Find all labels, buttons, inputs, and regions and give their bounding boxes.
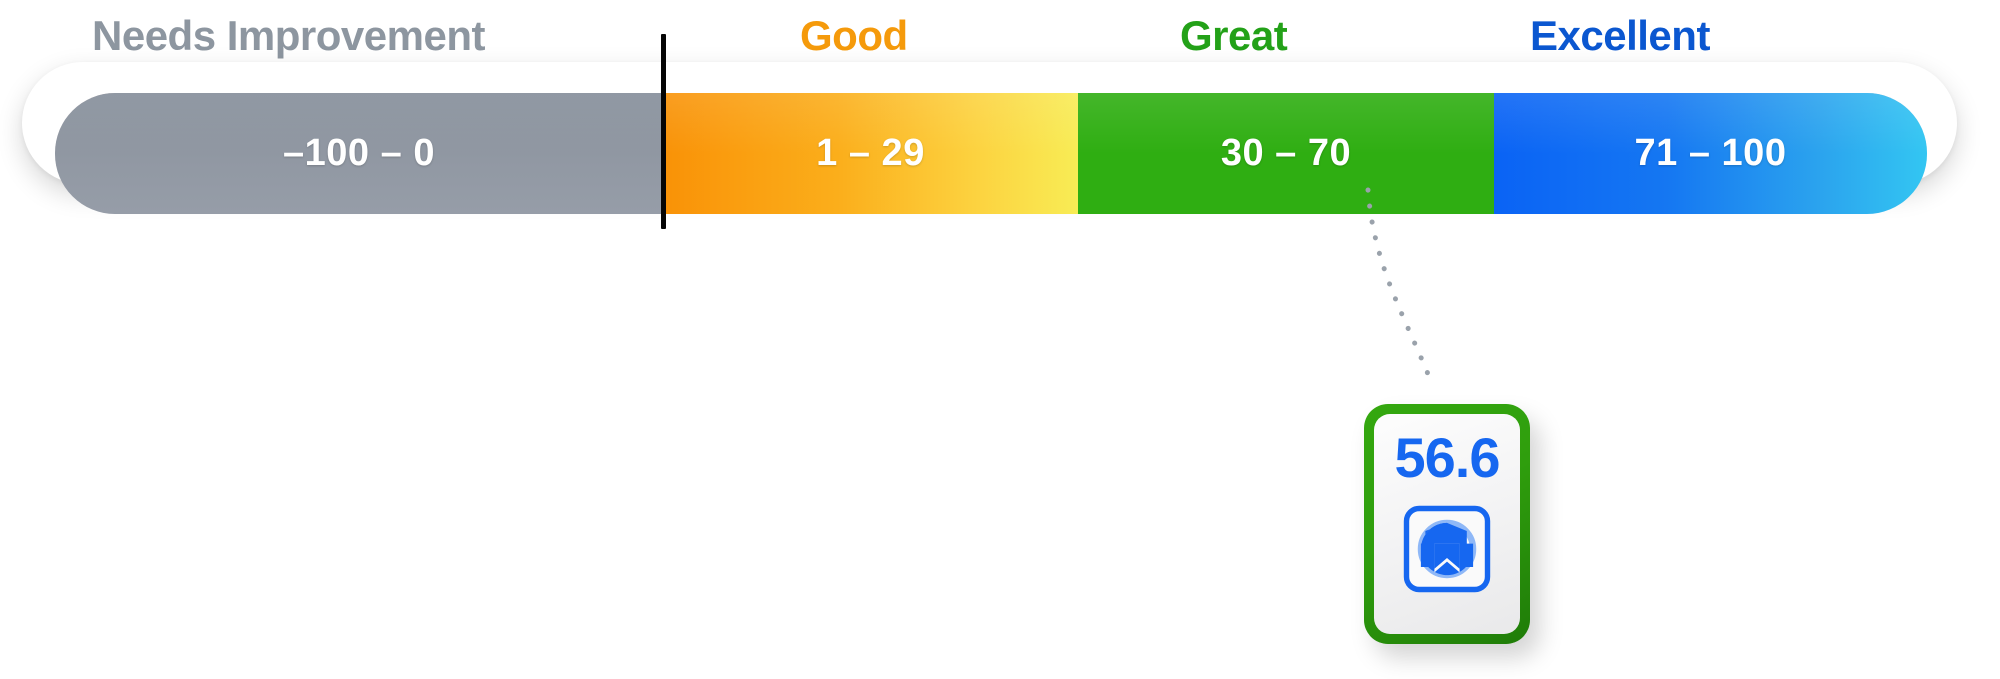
- score-card[interactable]: 56.6: [1364, 404, 1530, 644]
- zero-benchmark-line: [661, 34, 666, 229]
- category-label-excellent: Excellent: [1530, 12, 1710, 59]
- bar-segment-excellent: 71 – 100: [1494, 93, 1927, 214]
- bar-segment-range-needs-improvement: –100 – 0: [283, 132, 435, 174]
- category-label-great: Great: [1180, 12, 1288, 59]
- nps-scale-bar: –100 – 0 1 – 29 30 – 70 71 – 100: [55, 93, 1927, 214]
- bar-segment-great: 30 – 70: [1078, 93, 1494, 214]
- category-label-row: Needs Improvement Good Great Excellent: [0, 8, 2000, 68]
- bar-segment-range-good: 1 – 29: [816, 132, 925, 174]
- category-label-good: Good: [800, 12, 908, 59]
- category-label-needs-improvement: Needs Improvement: [92, 12, 485, 59]
- bar-segment-range-great: 30 – 70: [1220, 132, 1352, 174]
- bar-segment-range-excellent: 71 – 100: [1634, 132, 1787, 174]
- brand-logo-icon: [1403, 505, 1491, 593]
- bar-segment-good: 1 – 29: [663, 93, 1078, 214]
- brand-logo-bookmark: [1434, 543, 1460, 569]
- score-card-inner: 56.6: [1374, 414, 1520, 634]
- leader-dotted-path: [1365, 187, 1435, 387]
- score-value: 56.6: [1394, 426, 1501, 489]
- bar-segment-needs-improvement: –100 – 0: [55, 93, 663, 214]
- score-leader-line: [1365, 187, 1435, 387]
